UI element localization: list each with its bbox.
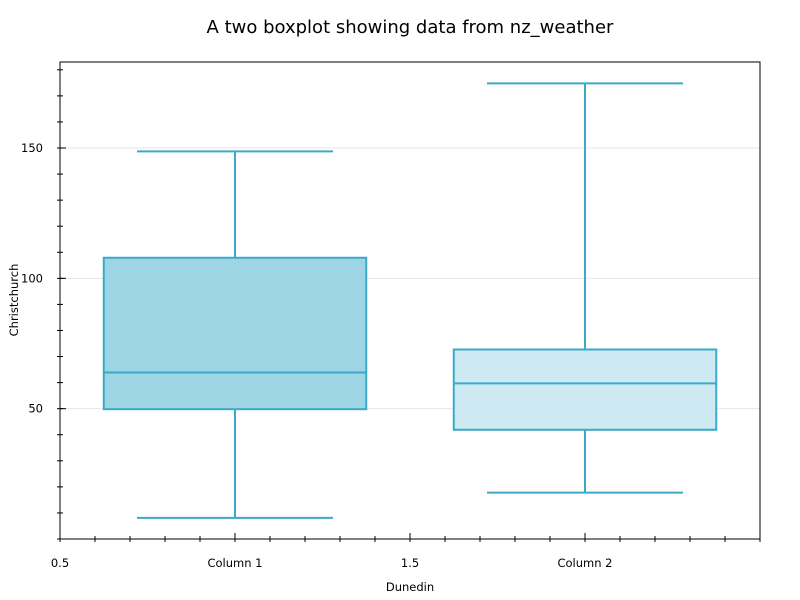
y-tick-label: 50 (28, 402, 43, 416)
y-axis-label: Christchurch (7, 264, 21, 337)
box-column-2 (452, 82, 718, 494)
y-tick-label: 150 (21, 141, 43, 155)
x-tick-label: Column 1 (207, 556, 262, 570)
axis-ticks: 50 100 150 0.5 Column 1 1.5 Column 2 (21, 69, 761, 570)
iqr-box (102, 256, 368, 411)
x-tick-label: 0.5 (51, 556, 69, 570)
chart-title: A two boxplot showing data from nz_weath… (207, 17, 614, 38)
box-column-1 (102, 150, 368, 519)
x-tick-label: 1.5 (401, 556, 419, 570)
y-tick-label: 100 (21, 271, 43, 285)
iqr-box (452, 348, 718, 431)
x-axis-label: Dunedin (386, 580, 434, 594)
boxes (102, 82, 718, 519)
x-tick-label: Column 2 (557, 556, 612, 570)
